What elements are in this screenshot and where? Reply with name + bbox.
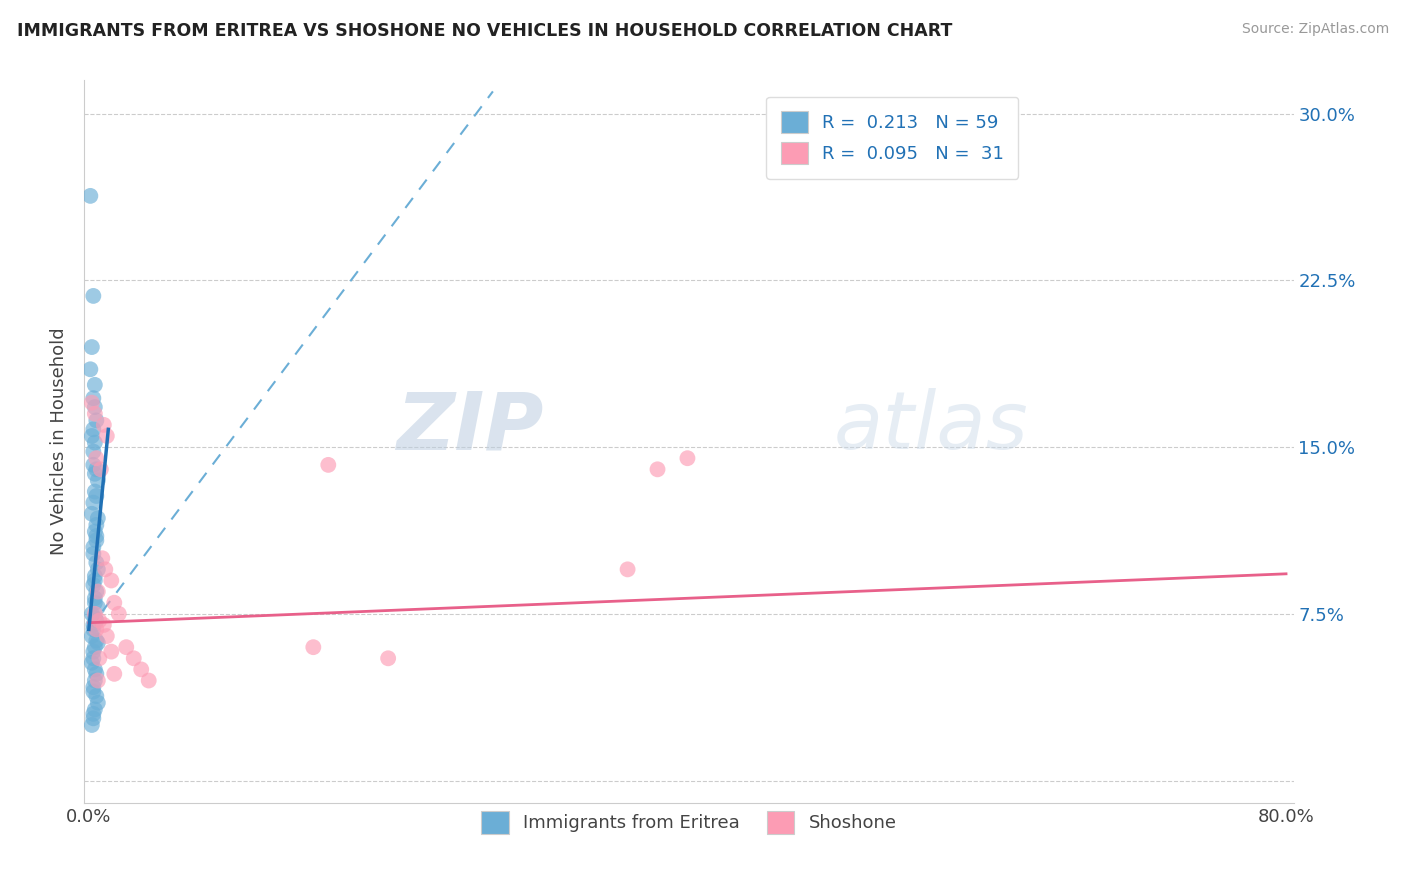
Point <box>80 429 103 443</box>
Point <box>83 407 105 421</box>
Point <box>87 636 110 650</box>
Point <box>302 640 325 655</box>
Point <box>86 451 108 466</box>
Point <box>82 651 104 665</box>
Point <box>83 596 105 610</box>
Point <box>91 551 114 566</box>
Point <box>138 673 160 688</box>
Point <box>90 462 112 476</box>
Point <box>83 611 105 625</box>
Point <box>79 362 101 376</box>
Point <box>87 474 110 488</box>
Point <box>82 711 104 725</box>
Point <box>86 689 108 703</box>
Point <box>82 547 104 561</box>
Point <box>87 696 110 710</box>
Point <box>82 289 104 303</box>
Text: IMMIGRANTS FROM ERITREA VS SHOSHONE NO VEHICLES IN HOUSEHOLD CORRELATION CHART: IMMIGRANTS FROM ERITREA VS SHOSHONE NO V… <box>17 22 952 40</box>
Point <box>86 633 108 648</box>
Point <box>89 651 111 665</box>
Point <box>87 562 110 576</box>
Point <box>93 417 115 432</box>
Point <box>616 562 638 576</box>
Point <box>87 673 110 688</box>
Point <box>86 529 108 543</box>
Point <box>316 458 339 472</box>
Point <box>82 623 104 637</box>
Point <box>80 395 103 409</box>
Point <box>96 429 118 443</box>
Point <box>83 673 105 688</box>
Point <box>94 562 117 576</box>
Point <box>86 556 108 570</box>
Point <box>86 623 108 637</box>
Point <box>83 484 105 499</box>
Y-axis label: No Vehicles in Household: No Vehicles in Household <box>51 327 69 556</box>
Point <box>83 702 105 716</box>
Point <box>87 511 110 525</box>
Point <box>83 524 105 539</box>
Point <box>86 614 108 628</box>
Point <box>86 462 108 476</box>
Point <box>103 666 125 681</box>
Point <box>82 684 104 698</box>
Point <box>100 574 122 588</box>
Point <box>80 718 103 732</box>
Point <box>87 600 110 615</box>
Point <box>93 618 115 632</box>
Point <box>86 413 108 427</box>
Text: ZIP: ZIP <box>396 388 544 467</box>
Point <box>83 569 105 583</box>
Point <box>100 645 122 659</box>
Point <box>83 607 105 621</box>
Point <box>377 651 399 665</box>
Point <box>96 629 118 643</box>
Point <box>82 618 104 632</box>
Point <box>89 614 111 628</box>
Point <box>80 507 103 521</box>
Point <box>80 340 103 354</box>
Point <box>107 607 129 621</box>
Point <box>83 591 105 606</box>
Point <box>83 435 105 450</box>
Point <box>103 596 125 610</box>
Point <box>83 377 105 392</box>
Point <box>82 645 104 659</box>
Point <box>82 540 104 554</box>
Point <box>676 451 699 466</box>
Legend: Immigrants from Eritrea, Shoshone: Immigrants from Eritrea, Shoshone <box>467 797 911 848</box>
Point <box>83 662 105 676</box>
Point <box>83 400 105 414</box>
Text: atlas: atlas <box>834 388 1029 467</box>
Point <box>80 656 103 670</box>
Point <box>83 467 105 481</box>
Point <box>82 391 104 405</box>
Point <box>87 584 110 599</box>
Point <box>79 189 101 203</box>
Point <box>86 489 108 503</box>
Point <box>83 574 105 588</box>
Text: Source: ZipAtlas.com: Source: ZipAtlas.com <box>1241 22 1389 37</box>
Point <box>80 607 103 621</box>
Point <box>86 533 108 548</box>
Point <box>82 706 104 721</box>
Point <box>82 680 104 694</box>
Point <box>82 458 104 472</box>
Point <box>82 578 104 592</box>
Point <box>86 584 108 599</box>
Point <box>647 462 669 476</box>
Point <box>80 629 103 643</box>
Point <box>82 496 104 510</box>
Point <box>115 640 138 655</box>
Point <box>122 651 145 665</box>
Point <box>82 422 104 436</box>
Point <box>82 444 104 458</box>
Point <box>129 662 152 676</box>
Point <box>86 666 108 681</box>
Point <box>83 640 105 655</box>
Point <box>86 517 108 532</box>
